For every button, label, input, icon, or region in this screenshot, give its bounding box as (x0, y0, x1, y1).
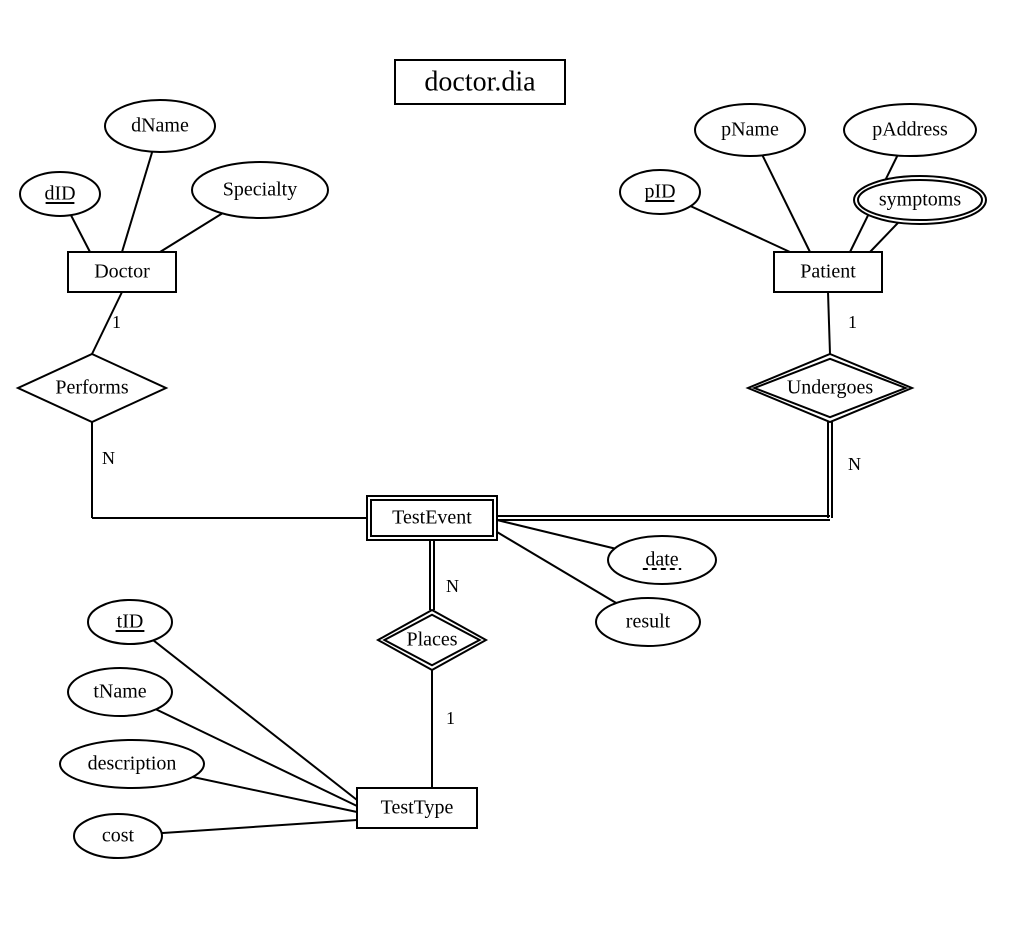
er-diagram: doctor.dia Doctor Patient TestEvent TestType… (0, 0, 1024, 940)
cardinality-undergoes-patient: 1 (848, 312, 857, 332)
cardinality-places-testtype: 1 (446, 708, 455, 728)
entity-label-testtype: TestType (381, 797, 454, 819)
attribute-label-pID: pID (644, 181, 675, 203)
entity-label-testevent: TestEvent (392, 507, 472, 529)
attribute-label-description: description (88, 753, 177, 775)
attribute-label-Specialty: Specialty (223, 179, 297, 201)
attribute-label-result: result (626, 611, 671, 633)
entity-label-patient: Patient (800, 261, 856, 283)
cardinality-performs-testevent: N (102, 448, 115, 468)
entity-label-doctor: Doctor (94, 261, 150, 283)
attribute-label-pAddress: pAddress (872, 119, 948, 141)
attribute-label-dID: dID (44, 183, 75, 205)
relationship-label-performs: Performs (55, 377, 129, 399)
attribute-label-symptoms: symptoms (879, 189, 961, 211)
relationship-label-undergoes: Undergoes (787, 377, 873, 399)
cardinality-places-testevent: N (446, 576, 459, 596)
attribute-label-dName: dName (131, 115, 189, 137)
relationship-label-places: Places (406, 629, 457, 651)
attribute-label-pName: pName (721, 119, 779, 141)
rel-link-undergoes-patient (828, 292, 830, 354)
diagram-title: doctor.dia (424, 66, 536, 97)
cardinality-performs-doctor: 1 (112, 312, 121, 332)
attribute-label-tName: tName (93, 681, 146, 703)
attribute-label-cost: cost (102, 825, 135, 847)
attribute-label-date: date (645, 549, 678, 571)
attribute-label-tID: tID (117, 611, 144, 633)
cardinality-undergoes-testevent: N (848, 454, 861, 474)
